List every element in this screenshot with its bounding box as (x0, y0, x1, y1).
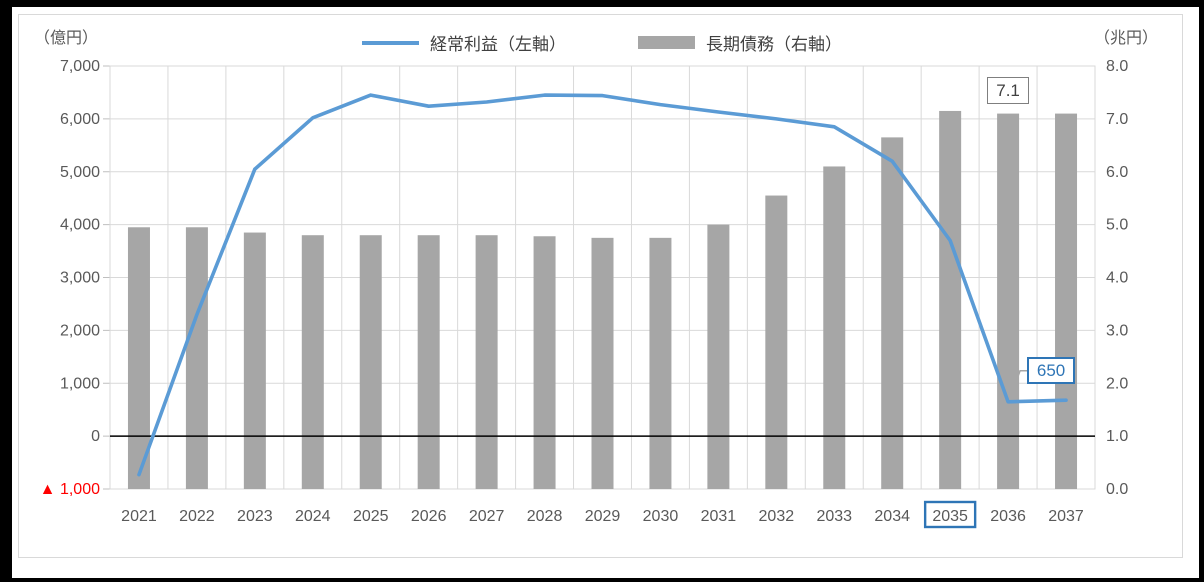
left-axis-tick-label: 4,000 (60, 217, 100, 234)
bar-value-callout: 7.1 (987, 76, 1030, 104)
x-axis-label-2033: 2033 (816, 508, 852, 525)
right-axis-tick-label: 2.0 (1106, 375, 1128, 392)
highlight-box-2035 (923, 500, 977, 529)
bar-2030 (649, 237, 672, 489)
bar-2032 (765, 195, 788, 489)
left-axis-unit-label: （億円） (34, 30, 99, 47)
bar-2022 (185, 227, 208, 490)
x-axis-label-2025: 2025 (353, 508, 389, 525)
bar-2035 (939, 110, 962, 489)
callout-leader-line (1011, 370, 1028, 394)
x-axis-label-2026: 2026 (411, 508, 447, 525)
x-axis-label-2036: 2036 (990, 508, 1026, 525)
x-axis-label-2035: 2035 (932, 508, 968, 525)
bar-2024 (301, 235, 324, 489)
profit-line (137, 93, 1068, 477)
bar-2033 (823, 166, 846, 489)
bar-2026 (417, 235, 440, 489)
right-axis-tick-label: 3.0 (1106, 322, 1128, 339)
right-axis-tick-label: 0.0 (1106, 481, 1128, 498)
left-axis-tick-label: 0 (91, 428, 100, 445)
right-axis-tick-label: 7.0 (1106, 111, 1128, 128)
x-axis-label-2023: 2023 (237, 508, 273, 525)
x-axis-label-2027: 2027 (469, 508, 505, 525)
bar-2021 (127, 227, 150, 490)
bar-2029 (591, 237, 614, 489)
left-axis-tick-label: 3,000 (60, 270, 100, 287)
x-axis-label-2034: 2034 (874, 508, 910, 525)
bar-2025 (359, 235, 382, 489)
x-axis-label-2022: 2022 (179, 508, 215, 525)
right-axis-unit-label: （兆円） (1094, 30, 1159, 47)
bar-2036 (997, 113, 1020, 490)
bar-2023 (243, 232, 266, 489)
line-value-callout: 650 (1027, 356, 1076, 384)
bar-2028 (533, 236, 556, 489)
bar-2031 (707, 224, 730, 489)
x-axis-label-2029: 2029 (585, 508, 621, 525)
right-axis-tick-label: 4.0 (1106, 270, 1128, 287)
left-axis-tick-label: 2,000 (60, 322, 100, 339)
right-axis-tick-label: 1.0 (1106, 428, 1128, 445)
x-axis-label-2037: 2037 (1048, 508, 1084, 525)
x-axis-label-2028: 2028 (527, 508, 563, 525)
bar-2034 (881, 137, 904, 489)
right-axis-tick-label: 8.0 (1106, 58, 1128, 75)
left-axis-tick-label: 1,000 (60, 375, 100, 392)
x-axis-label-2032: 2032 (759, 508, 795, 525)
bar-2037 (1055, 113, 1078, 490)
x-axis-label-2031: 2031 (701, 508, 737, 525)
x-axis-label-2030: 2030 (643, 508, 679, 525)
left-axis-tick-label: ▲ 1,000 (40, 481, 100, 498)
left-axis-tick-label: 6,000 (60, 111, 100, 128)
bar-2027 (475, 235, 498, 489)
right-axis-tick-label: 6.0 (1106, 164, 1128, 181)
left-axis-tick-label: 7,000 (60, 58, 100, 75)
right-axis-tick-label: 5.0 (1106, 217, 1128, 234)
left-axis-tick-label: 5,000 (60, 164, 100, 181)
x-axis-label-2021: 2021 (121, 508, 157, 525)
x-axis-label-2024: 2024 (295, 508, 331, 525)
